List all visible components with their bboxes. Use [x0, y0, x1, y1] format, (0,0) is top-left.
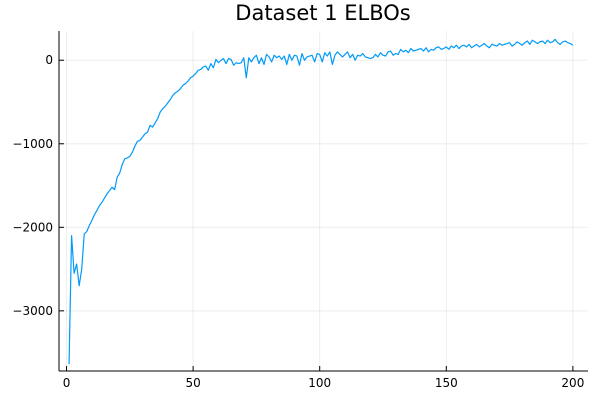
- y-tick-label: −3000: [12, 304, 53, 318]
- tick-labels: 0 50 100 150 200 −3000 −2000 −1000 0: [12, 53, 584, 390]
- x-tick-label: 200: [561, 376, 584, 390]
- y-tick-label: 0: [45, 53, 53, 67]
- grid-lines: [59, 31, 588, 371]
- x-tick-label: 150: [435, 376, 458, 390]
- plot-area: [68, 38, 574, 365]
- y-tick-label: −1000: [12, 137, 53, 151]
- series-line: [68, 38, 574, 365]
- x-tick-label: 50: [185, 376, 200, 390]
- axes: [58, 31, 588, 372]
- x-tick-label: 100: [308, 376, 331, 390]
- x-tick-label: 0: [63, 376, 71, 390]
- y-tick-label: −2000: [12, 220, 53, 234]
- chart-title: Dataset 1 ELBOs: [235, 1, 410, 25]
